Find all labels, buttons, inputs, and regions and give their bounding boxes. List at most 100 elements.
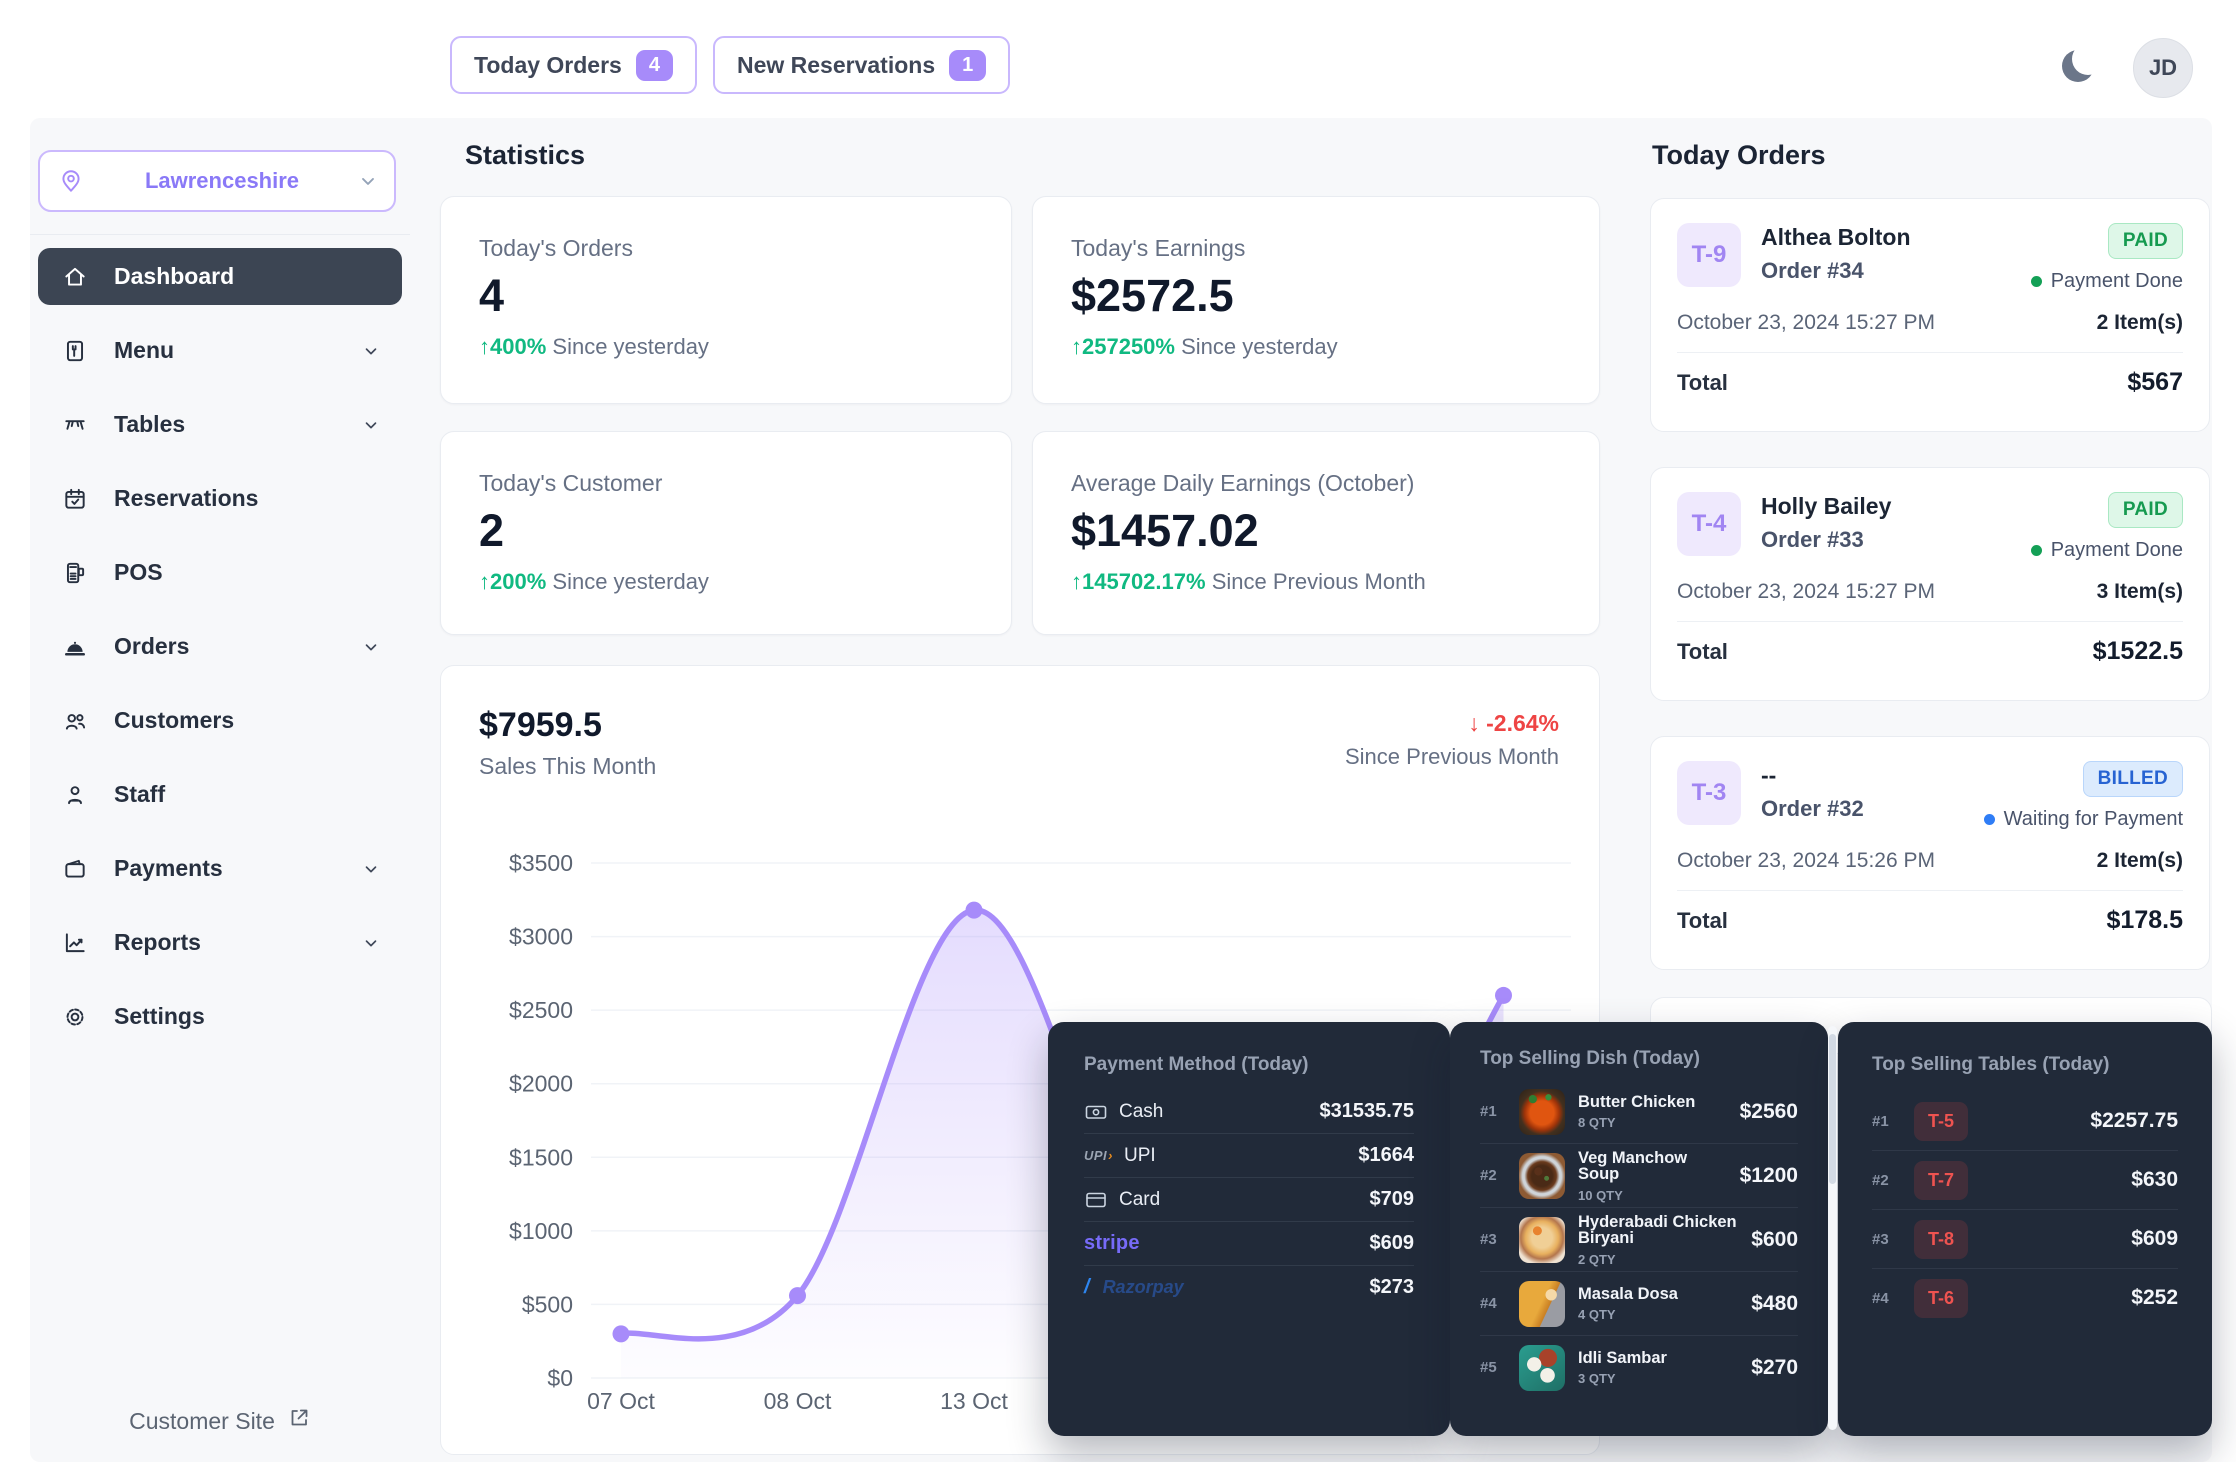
dish-row: #2 Veg Manchow Soup 10 QTY $1200	[1480, 1144, 1798, 1208]
dish-panel-scrollbar[interactable]	[1828, 1026, 1837, 1430]
cloche-icon	[60, 634, 90, 660]
table-badge: T-4	[1677, 492, 1741, 556]
order-card[interactable]: T-4 Holly Bailey Order #33 PAID Payment …	[1650, 467, 2210, 701]
upi-icon: UPI	[1084, 1148, 1113, 1163]
order-items: 2 Item(s)	[2096, 311, 2183, 334]
status-badge: PAID	[2107, 223, 2183, 259]
location-selector[interactable]: Lawrenceshire	[38, 150, 396, 212]
status-note: Payment Done	[2050, 539, 2183, 561]
pos-terminal-icon	[60, 560, 90, 586]
dish-image	[1519, 1280, 1565, 1327]
scrollbar-thumb[interactable]	[1829, 1034, 1836, 1184]
sidebar-item-payments[interactable]: Payments	[38, 840, 402, 897]
sidebar-item-customers[interactable]: Customers	[38, 692, 402, 749]
dish-image	[1519, 1088, 1565, 1135]
order-card[interactable]: T-9 Althea Bolton Order #34 PAID Payment…	[1650, 198, 2210, 432]
customer-site-link[interactable]: Customer Site	[30, 1406, 410, 1436]
sidebar-item-label: Staff	[114, 781, 166, 807]
dark-mode-toggle[interactable]	[2062, 43, 2104, 82]
order-date: October 23, 2024 15:26 PM	[1677, 849, 1935, 872]
svg-text:$0: $0	[547, 1365, 573, 1391]
dish-amount: $270	[1751, 1355, 1798, 1379]
dish-rank: #4	[1480, 1295, 1497, 1312]
sidebar-item-label: Orders	[114, 633, 190, 659]
stat-delta: ↑257250%	[1071, 334, 1175, 359]
payment-amount: $1664	[1358, 1144, 1414, 1166]
total-label: Total	[1677, 638, 1728, 664]
total-value: $1522.5	[2092, 637, 2183, 665]
sidebar-item-label: Customers	[114, 707, 235, 733]
chevron-down-icon	[358, 171, 378, 191]
menu-book-icon	[60, 338, 90, 364]
table-rank: #4	[1872, 1289, 1889, 1307]
divider	[1677, 621, 2183, 622]
dish-qty: 4 QTY	[1578, 1307, 1616, 1323]
table-amount: $609	[2131, 1227, 2178, 1250]
sidebar-item-label: Tables	[114, 411, 186, 437]
sidebar-nav: Dashboard Menu Tables Reservations POS	[38, 248, 402, 1062]
chevron-down-icon	[362, 416, 380, 434]
sidebar-item-dashboard[interactable]: Dashboard	[38, 248, 402, 305]
status-dot	[1983, 814, 1995, 825]
stat-title: Today's Orders	[479, 235, 633, 261]
sales-subtitle: Sales This Month	[479, 753, 657, 779]
table-amount: $2257.75	[2090, 1109, 2178, 1132]
wallet-icon	[60, 856, 90, 882]
divider	[1677, 890, 2183, 891]
table-row: #4 T-6 $252	[1872, 1269, 2178, 1327]
chevron-down-icon	[362, 860, 380, 878]
sidebar-item-staff[interactable]: Staff	[38, 766, 402, 823]
sidebar-item-reservations[interactable]: Reservations	[38, 470, 402, 527]
home-icon	[60, 264, 90, 290]
top-selling-dish-panel: Top Selling Dish (Today) #1 Butter Chick…	[1450, 1022, 1828, 1436]
today-orders-heading: Today Orders	[1652, 140, 1826, 170]
dish-name: Masala Dosa	[1578, 1284, 1678, 1303]
dish-row: #1 Butter Chicken 8 QTY $2560	[1480, 1080, 1798, 1144]
sidebar-item-pos[interactable]: POS	[38, 544, 402, 601]
new-reservations-button[interactable]: New Reservations 1	[712, 36, 1011, 94]
stat-delta: ↑200%	[479, 569, 547, 594]
external-link-icon	[287, 1406, 311, 1436]
dish-qty: 3 QTY	[1578, 1371, 1616, 1387]
order-date: October 23, 2024 15:27 PM	[1677, 580, 1935, 603]
payment-row-razorpay: Razorpay $273	[1084, 1266, 1414, 1309]
stat-value: $2572.5	[1071, 270, 1234, 321]
table-rank: #2	[1872, 1171, 1889, 1189]
order-date: October 23, 2024 15:27 PM	[1677, 311, 1935, 334]
dish-amount: $480	[1751, 1291, 1798, 1315]
payment-row-card: Card $709	[1084, 1178, 1414, 1222]
sidebar-item-orders[interactable]: Orders	[38, 618, 402, 675]
order-card[interactable]: T-3 -- Order #32 BILLED Waiting for Paym…	[1650, 736, 2210, 970]
table-amount: $630	[2131, 1168, 2178, 1191]
panel-title: Top Selling Tables (Today)	[1872, 1054, 2110, 1075]
user-avatar[interactable]: JD	[2133, 38, 2193, 98]
sidebar-item-reports[interactable]: Reports	[38, 914, 402, 971]
dish-qty: 10 QTY	[1578, 1187, 1623, 1203]
sidebar-item-label: Payments	[114, 855, 223, 881]
payment-name: Cash	[1119, 1100, 1164, 1122]
dish-image	[1519, 1216, 1565, 1263]
sidebar-item-label: Reports	[114, 929, 201, 955]
chevron-down-icon	[362, 342, 380, 360]
stat-card-todays-customer: Today's Customer 2 ↑200% Since yesterday	[440, 431, 1012, 635]
panel-title: Payment Method (Today)	[1084, 1054, 1309, 1075]
svg-text:$500: $500	[522, 1291, 573, 1317]
sidebar-item-tables[interactable]: Tables	[38, 396, 402, 453]
credit-card-icon	[1084, 1188, 1108, 1212]
dish-name: Hyderabadi Chicken Biryani	[1578, 1212, 1737, 1247]
total-value: $178.5	[2106, 906, 2183, 934]
calendar-check-icon	[60, 486, 90, 512]
status-note: Payment Done	[2050, 270, 2183, 292]
svg-text:$1500: $1500	[509, 1144, 573, 1170]
status-dot	[2030, 276, 2042, 287]
dish-rank: #5	[1480, 1359, 1497, 1376]
sidebar-item-menu[interactable]: Menu	[38, 322, 402, 379]
stat-value: $1457.02	[1071, 505, 1259, 556]
sidebar-item-settings[interactable]: Settings	[38, 988, 402, 1045]
payment-name: UPI	[1124, 1144, 1156, 1166]
stat-title: Today's Earnings	[1071, 235, 1246, 261]
today-orders-button[interactable]: Today Orders 4	[450, 36, 697, 94]
sidebar-divider	[30, 234, 410, 235]
stat-delta-note: Since Previous Month	[1211, 569, 1426, 594]
dish-image	[1519, 1152, 1565, 1199]
